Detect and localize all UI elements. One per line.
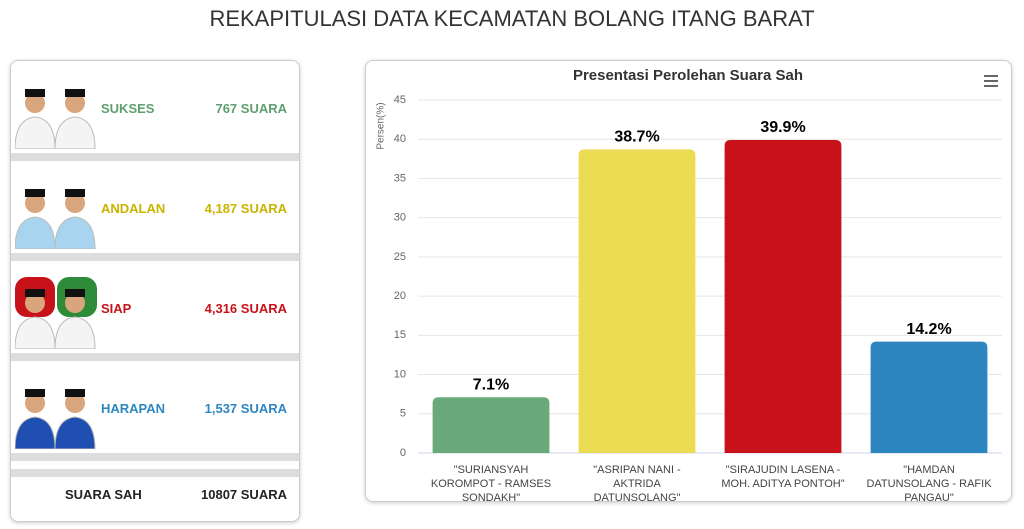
- candidate-name: HARAPAN: [101, 401, 166, 416]
- candidate-name: SUKSES: [101, 101, 155, 116]
- body: [15, 316, 56, 349]
- candidate-votes: 1,537 SUARA: [204, 401, 287, 416]
- head: [25, 393, 45, 413]
- y-tick-label: 0: [400, 447, 406, 459]
- head: [25, 193, 45, 213]
- data-label: 38.7%: [614, 129, 659, 146]
- total-row: SUARA SAH 10807 SUARA: [11, 479, 299, 519]
- cap: [25, 289, 45, 297]
- candidate-photo: [15, 89, 96, 149]
- body: [15, 416, 56, 449]
- cap: [25, 189, 45, 197]
- candidate-votes: 4,187 SUARA: [204, 201, 287, 216]
- candidate-votes: 4,316 SUARA: [204, 301, 287, 316]
- head: [25, 293, 45, 313]
- y-tick-label: 10: [394, 368, 406, 380]
- candidate-votes: 767 SUARA: [215, 101, 287, 116]
- y-tick-label: 35: [394, 172, 406, 184]
- candidate-photo: [15, 389, 96, 449]
- candidate-name: SIAP: [101, 301, 132, 316]
- body: [54, 116, 96, 149]
- page-title: REKAPITULASI DATA KECAMATAN BOLANG ITANG…: [209, 6, 815, 31]
- cap: [65, 289, 85, 297]
- y-axis-label: Persen(%): [376, 102, 387, 149]
- body: [15, 116, 56, 149]
- y-tick-label: 30: [394, 212, 406, 224]
- separator: [11, 153, 299, 161]
- total-label: SUARA SAH: [65, 487, 142, 502]
- cap: [65, 389, 85, 397]
- separator: [11, 469, 299, 477]
- y-tick-label: 20: [394, 290, 406, 302]
- chart-title: Presentasi Perolehan Suara Sah: [573, 67, 803, 84]
- bar: [724, 140, 842, 454]
- menu-icon[interactable]: [984, 75, 998, 87]
- separator: [11, 253, 299, 261]
- y-tick-label: 40: [394, 133, 406, 145]
- candidate-row: HARAPAN 1,537 SUARA: [11, 363, 299, 453]
- candidate-name: ANDALAN: [101, 201, 166, 216]
- data-label: 39.9%: [760, 119, 805, 136]
- candidate-photo: [15, 277, 97, 349]
- body: [54, 316, 96, 349]
- y-tick-label: 15: [394, 329, 406, 341]
- candidate-row: ANDALAN 4,187 SUARA: [11, 163, 299, 253]
- chart-panel: Presentasi Perolehan Suara Sah Persen(%)…: [365, 60, 1012, 504]
- data-label: 7.1%: [473, 377, 509, 394]
- x-tick-label: "HAMDAN DATUNSOLANG - RAFIK PANGAU": [866, 464, 992, 504]
- bar: [432, 397, 550, 453]
- y-tick-label: 25: [394, 251, 406, 263]
- y-tick-label: 45: [394, 94, 406, 106]
- y-tick-label: 5: [400, 408, 406, 420]
- total-value: 10807 SUARA: [201, 487, 287, 502]
- head: [65, 93, 85, 113]
- cap: [65, 189, 85, 197]
- bar: [578, 149, 696, 454]
- data-label: 14.2%: [906, 321, 951, 338]
- x-tick-label: "SURIANSYAH KOROMPOT - RAMSES SONDAKH": [430, 464, 552, 504]
- chart: Presentasi Perolehan Suara Sah Persen(%)…: [376, 67, 1002, 459]
- head: [65, 393, 85, 413]
- candidate-photo: [15, 189, 96, 249]
- cap: [65, 89, 85, 97]
- x-tick-label: "SIRAJUDIN LASENA - MOH. ADITYA PONTOH": [721, 464, 845, 490]
- cap: [25, 89, 45, 97]
- separator: [11, 453, 299, 461]
- candidate-panel: SUKSES 767 SUARA ANDALAN 4,187 SUARA SIAP 4,3…: [10, 60, 300, 522]
- head: [65, 293, 85, 313]
- body: [54, 216, 96, 249]
- cap: [25, 389, 45, 397]
- x-tick-label: "ASRIPAN NANI - AKTRIDA DATUNSOLANG": [593, 464, 681, 504]
- body: [15, 216, 56, 249]
- separator: [11, 353, 299, 361]
- body: [54, 416, 96, 449]
- candidate-row: SIAP 4,316 SUARA: [11, 263, 299, 353]
- candidate-row: SUKSES 767 SUARA: [11, 63, 299, 153]
- bar: [870, 341, 988, 453]
- head: [65, 193, 85, 213]
- head: [25, 93, 45, 113]
